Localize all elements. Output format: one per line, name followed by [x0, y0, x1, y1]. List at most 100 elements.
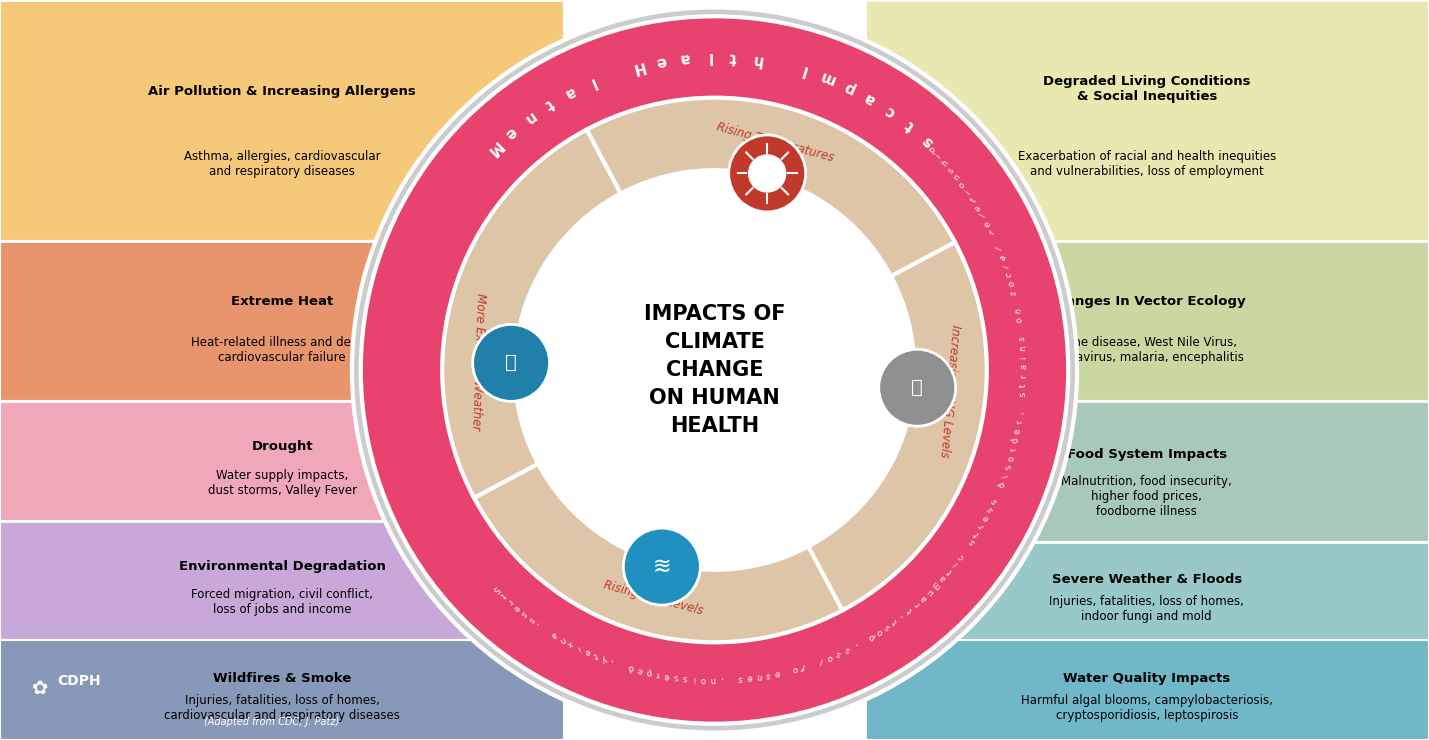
Text: e: e: [980, 514, 992, 522]
Text: t: t: [543, 95, 556, 112]
Text: f: f: [802, 662, 807, 671]
Text: c: c: [883, 102, 899, 120]
Text: o: o: [875, 626, 885, 636]
Text: i: i: [1000, 473, 1010, 478]
Ellipse shape: [352, 7, 1077, 733]
Text: h: h: [940, 158, 950, 169]
Text: n: n: [1013, 308, 1023, 314]
Text: Forced migration, civil conflict,
loss of jobs and income: Forced migration, civil conflict, loss o…: [191, 588, 373, 616]
Text: Increasing GHG Levels: Increasing GHG Levels: [937, 323, 962, 457]
Text: s: s: [737, 673, 743, 683]
Text: m: m: [930, 579, 943, 591]
Text: t: t: [902, 117, 917, 133]
Text: S: S: [490, 584, 500, 593]
Text: a: a: [1019, 364, 1029, 369]
Text: r: r: [1009, 446, 1019, 452]
Text: Wildfires & Smoke: Wildfires & Smoke: [213, 672, 352, 685]
FancyBboxPatch shape: [0, 401, 564, 521]
Text: l: l: [706, 50, 712, 64]
Text: Degraded Living Conditions
& Social Inequities: Degraded Living Conditions & Social Ineq…: [1043, 75, 1250, 104]
FancyBboxPatch shape: [0, 640, 564, 740]
Text: t: t: [972, 530, 982, 537]
Text: t: t: [945, 567, 955, 575]
Text: p: p: [644, 667, 652, 677]
Text: H: H: [630, 58, 646, 75]
Text: n: n: [710, 675, 716, 684]
Text: p: p: [840, 78, 857, 96]
Text: i: i: [1002, 264, 1010, 269]
Text: e: e: [502, 124, 520, 141]
FancyBboxPatch shape: [0, 0, 564, 241]
Ellipse shape: [879, 349, 956, 426]
Text: Injuries, fatalities, loss of homes,
indoor fungi and mold: Injuries, fatalities, loss of homes, ind…: [1049, 595, 1245, 622]
Text: a: a: [939, 574, 949, 583]
Text: M: M: [483, 138, 503, 159]
Text: e: e: [982, 220, 993, 229]
Text: n: n: [522, 108, 539, 127]
Text: ,: ,: [534, 620, 542, 629]
Text: e: e: [512, 602, 522, 613]
Text: p: p: [867, 631, 876, 642]
Text: o: o: [957, 181, 967, 190]
Text: s: s: [843, 645, 852, 654]
Text: t: t: [892, 616, 899, 626]
Text: ✿: ✿: [31, 679, 49, 698]
Text: p: p: [927, 145, 937, 155]
Text: More Extreme Weather: More Extreme Weather: [470, 293, 487, 431]
Text: IMPACTS OF
CLIMATE
CHANGE
ON HUMAN
HEALTH: IMPACTS OF CLIMATE CHANGE ON HUMAN HEALT…: [643, 304, 786, 436]
Ellipse shape: [729, 135, 806, 212]
Text: o: o: [1006, 454, 1016, 462]
Text: e: e: [746, 673, 753, 682]
Text: e: e: [663, 670, 670, 680]
Text: t: t: [906, 605, 913, 614]
Text: x: x: [566, 639, 574, 649]
Text: n: n: [1019, 345, 1027, 351]
Text: l: l: [819, 656, 825, 665]
Text: i: i: [693, 674, 696, 683]
Text: s: s: [946, 166, 956, 175]
Text: u: u: [926, 586, 936, 596]
Text: e: e: [654, 53, 667, 70]
Text: t: t: [499, 591, 507, 599]
Text: s: s: [920, 132, 936, 149]
Ellipse shape: [749, 155, 786, 192]
Text: Water supply impacts,
dust storms, Valley Fever: Water supply impacts, dust storms, Valle…: [207, 468, 357, 497]
Text: i: i: [935, 153, 943, 161]
Text: i: i: [952, 560, 960, 568]
Text: r: r: [654, 669, 660, 679]
Text: Rising Temperatures: Rising Temperatures: [716, 120, 836, 164]
Text: r: r: [504, 597, 513, 606]
Text: t: t: [729, 50, 737, 65]
Text: a: a: [862, 90, 877, 107]
Text: s: s: [519, 608, 527, 618]
Text: Changes In Vector Ecology: Changes In Vector Ecology: [1047, 295, 1246, 309]
Text: ,: ,: [720, 675, 723, 684]
Ellipse shape: [473, 324, 550, 401]
Text: s: s: [526, 614, 536, 624]
FancyBboxPatch shape: [865, 241, 1429, 401]
Text: i: i: [963, 189, 972, 196]
Text: o: o: [1006, 280, 1016, 288]
Text: t: t: [592, 650, 599, 660]
Text: Extreme Heat: Extreme Heat: [231, 295, 333, 309]
Text: d: d: [997, 480, 1007, 488]
Text: Food System Impacts: Food System Impacts: [1066, 448, 1228, 461]
Text: a: a: [549, 629, 559, 639]
Text: s: s: [1017, 336, 1027, 341]
Text: Environmental Degradation: Environmental Degradation: [179, 559, 386, 573]
Text: (Adapted from CDC; J. Patz): (Adapted from CDC; J. Patz): [204, 716, 339, 727]
Text: ,: ,: [610, 657, 616, 667]
Ellipse shape: [623, 528, 700, 605]
Text: 🚗: 🚗: [912, 378, 923, 397]
Text: s: s: [765, 670, 770, 679]
Text: o: o: [792, 664, 799, 673]
Text: a: a: [679, 50, 690, 67]
Text: o: o: [700, 675, 706, 684]
Text: a: a: [973, 204, 983, 212]
Text: l: l: [979, 213, 987, 219]
Ellipse shape: [514, 170, 915, 570]
FancyBboxPatch shape: [0, 521, 564, 640]
Text: n: n: [756, 671, 762, 681]
Text: I: I: [799, 62, 809, 78]
Text: c: c: [1005, 272, 1015, 279]
